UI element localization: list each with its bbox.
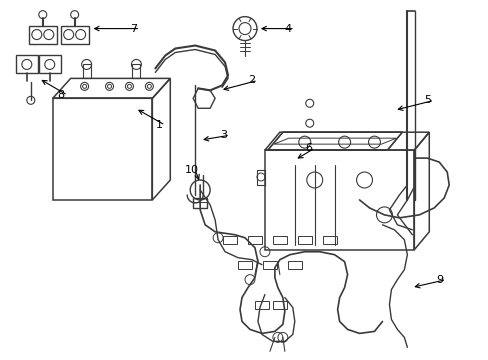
Bar [238, 261, 251, 269]
Bar [287, 261, 301, 269]
Bar [193, 198, 207, 208]
Bar [254, 301, 268, 309]
Circle shape [107, 84, 111, 88]
Bar [132, 64, 140, 78]
Text: 1: 1 [155, 120, 162, 130]
Text: 7: 7 [130, 24, 137, 33]
Bar [223, 236, 237, 244]
Text: 2: 2 [247, 75, 255, 85]
Bar [297, 236, 311, 244]
Text: 6: 6 [304, 143, 311, 153]
Text: 9: 9 [435, 275, 443, 285]
Circle shape [147, 84, 151, 88]
Circle shape [127, 84, 131, 88]
Circle shape [82, 84, 86, 88]
Bar [322, 236, 336, 244]
Bar [272, 236, 286, 244]
Bar [82, 64, 90, 78]
Text: 8: 8 [58, 90, 65, 100]
Bar [272, 301, 286, 309]
Text: 10: 10 [185, 165, 199, 175]
Text: 5: 5 [424, 95, 430, 105]
Text: 4: 4 [285, 24, 291, 33]
Bar [263, 261, 276, 269]
Bar [247, 236, 262, 244]
Text: 3: 3 [220, 130, 226, 140]
